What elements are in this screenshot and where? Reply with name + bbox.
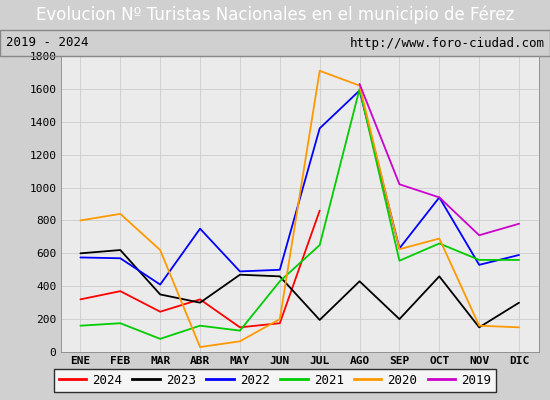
Text: Evolucion Nº Turistas Nacionales en el municipio de Férez: Evolucion Nº Turistas Nacionales en el m… (36, 6, 514, 24)
Text: http://www.foro-ciudad.com: http://www.foro-ciudad.com (349, 36, 544, 50)
Legend: 2024, 2023, 2022, 2021, 2020, 2019: 2024, 2023, 2022, 2021, 2020, 2019 (54, 368, 496, 392)
Text: 2019 - 2024: 2019 - 2024 (6, 36, 88, 50)
